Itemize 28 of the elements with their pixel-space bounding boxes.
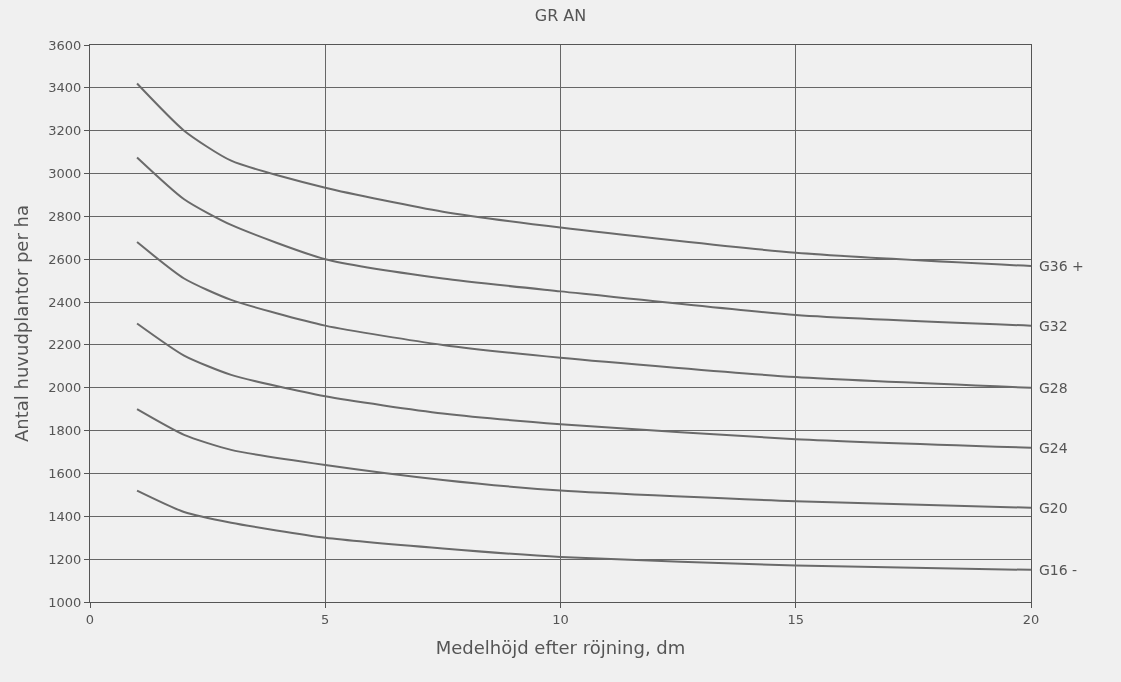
x-tick-label: 0 — [85, 611, 95, 627]
y-tick-label: 3600 — [48, 37, 82, 53]
series-label: G36 + — [1039, 258, 1084, 274]
series-label: G24 — [1039, 440, 1068, 456]
y-tick-label: 1000 — [48, 594, 82, 610]
y-tick-label: 2600 — [48, 251, 82, 267]
x-tick-label: 10 — [552, 611, 569, 627]
x-axis-title: Medelhöjd efter röjning, dm — [435, 636, 686, 658]
x-tick-label: 20 — [1022, 611, 1040, 627]
y-tick-label: 3000 — [48, 166, 82, 182]
y-tick-label: 1400 — [48, 508, 82, 524]
y-tick-label: 1600 — [48, 466, 82, 482]
y-tick-label: 2400 — [48, 294, 82, 310]
series-label: G20 — [1039, 500, 1068, 516]
x-tick-label: 5 — [321, 611, 330, 627]
y-axis-title: Antal huvudplantor per ha — [10, 205, 32, 442]
y-tick-label: 3400 — [48, 80, 82, 96]
chart-title: GR AN — [534, 6, 587, 26]
y-tick-label: 1800 — [48, 423, 82, 439]
series-label: G28 — [1039, 380, 1068, 396]
y-tick-label: 1200 — [48, 551, 82, 567]
y-tick-label: 2200 — [48, 337, 82, 353]
series-label: G16 - — [1039, 562, 1078, 578]
y-tick-label: 3200 — [48, 123, 82, 139]
x-tick-label: 15 — [787, 611, 805, 627]
series-label: G32 — [1039, 318, 1068, 334]
y-tick-label: 2800 — [48, 208, 82, 224]
y-tick-label: 2000 — [48, 380, 82, 396]
